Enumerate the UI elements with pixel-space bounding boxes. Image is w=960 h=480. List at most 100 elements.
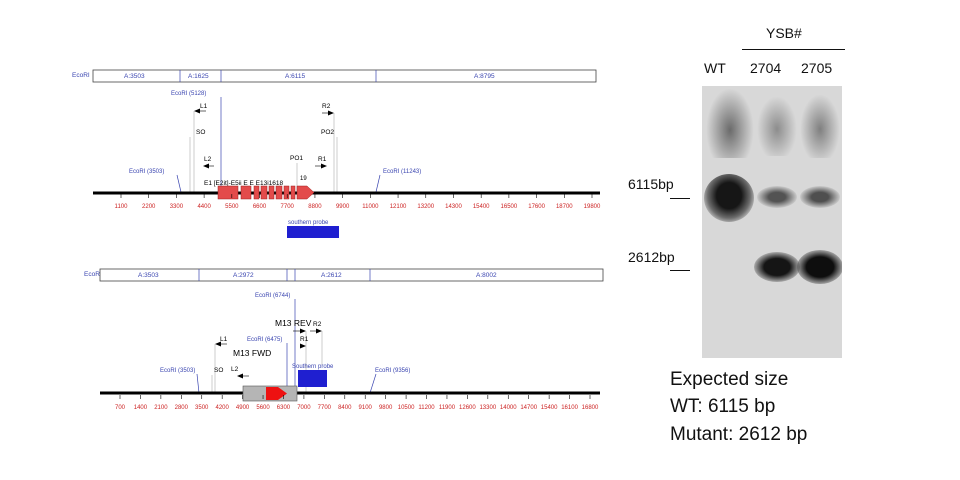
map2-fragment-bar	[99, 268, 604, 282]
map1-ecori-label: EcoRI	[72, 72, 90, 79]
map1-site-11243: EcoRI (11243)	[383, 169, 421, 175]
lane-2705-band-2612	[797, 250, 842, 284]
map2-fragment-4: A:8002	[476, 272, 497, 279]
map1-exon-19: 19	[300, 176, 307, 182]
map2-tick-label: 5600	[256, 405, 270, 411]
wt-lane-smear	[706, 88, 754, 158]
map1-primer-r1: R1	[318, 156, 327, 163]
map1-tick-label: 6600	[253, 204, 267, 210]
map2-red-arrow	[266, 387, 287, 400]
wt-band-6115	[704, 174, 754, 222]
marker-2612-tick	[670, 270, 690, 271]
map2-site-3503: EcoRI (3503)	[160, 368, 195, 374]
map2-tick-label: 7700	[318, 405, 332, 411]
map1-tick-label: 17600	[528, 204, 545, 210]
map1-fragment-2: A:1625	[188, 73, 209, 80]
map1-primer-l1: L1	[200, 103, 208, 110]
map2-tick-label: 1400	[134, 405, 148, 411]
map2-site-9356: EcoRI (9356)	[375, 368, 410, 374]
map2-tick-label: 9800	[379, 405, 393, 411]
map2-tick-label: 14700	[520, 405, 537, 411]
map2-ecori-label: EcoRI	[84, 271, 102, 278]
map1-tick-label: 18700	[556, 204, 573, 210]
map1-site-3503: EcoRI (3503)	[129, 169, 164, 175]
map2-tick-label: 10500	[398, 405, 415, 411]
map2-primer-l1: L1	[220, 336, 228, 343]
map1-tick-label: 11000	[362, 204, 379, 210]
map1-fragment-1: A:3503	[124, 73, 145, 80]
map2-scale: 700 1400 2100 2800 3500 4200 4900 5600 6300 7000 7…	[115, 395, 599, 411]
map2-tick-label: 6300	[277, 405, 291, 411]
map1-primer-so: SO	[196, 129, 205, 136]
map2-primer-r2: R2	[313, 321, 322, 328]
restriction-maps: EcoRI A:3503 A:1625 A:6115 A:8795 EcoRI …	[72, 69, 604, 411]
map2-tick-label: 7000	[297, 405, 311, 411]
map2-primer-r1: R1	[300, 336, 309, 343]
map1-tick-label: 12100	[390, 204, 407, 210]
map1-southern-probe	[287, 226, 339, 238]
map1-tick-label: 14300	[445, 204, 462, 210]
map1-site-5128: EcoRI (5128)	[171, 91, 206, 97]
lane-2705-band-6115	[800, 186, 840, 208]
mutant-locus-map: EcoRI A:3503 A:2972 A:2612 A:8002 EcoRI …	[84, 268, 604, 411]
map2-tick-label: 3500	[195, 405, 209, 411]
lane-2704-smear	[757, 96, 797, 156]
map2-tick-label: 2100	[154, 405, 168, 411]
map2-tick-label: 8400	[338, 405, 352, 411]
wt-locus-map: EcoRI A:3503 A:1625 A:6115 A:8795 EcoRI …	[72, 69, 601, 238]
map2-tick-label: 15400	[541, 405, 558, 411]
map2-fragment-1: A:3503	[138, 272, 159, 279]
map2-tick-label: 4900	[236, 405, 250, 411]
lane-2705-smear	[800, 94, 840, 158]
map1-scale: 1100 2200 3300 4400 5500 6600 7700 8800 9900 1100…	[115, 194, 601, 210]
map1-tick-label: 7700	[281, 204, 295, 210]
marker-6115-tick	[670, 198, 690, 199]
map1-exon-arrow	[296, 185, 315, 200]
map2-site-6744: EcoRI (6744)	[255, 293, 290, 299]
map2-site-6475: EcoRI (6475)	[247, 337, 282, 343]
marker-6115bp: 6115bp	[628, 176, 674, 192]
map1-tick-label: 16500	[501, 204, 518, 210]
map1-tick-label: 8800	[308, 204, 322, 210]
map1-exon-block	[217, 185, 239, 200]
map1-tick-label: 3300	[170, 204, 184, 210]
map1-fragment-4: A:8795	[474, 73, 495, 80]
map1-tick-label: 13200	[417, 204, 434, 210]
map1-tick-label: 4400	[197, 204, 211, 210]
map2-tick-label: 12600	[459, 405, 476, 411]
lane-label-2705: 2705	[801, 60, 833, 76]
map2-tick-label: 13300	[479, 405, 496, 411]
map2-primer-l2: L2	[231, 366, 239, 373]
map1-primer-r2: R2	[322, 103, 331, 110]
map1-probe-label: southern probe	[288, 220, 329, 226]
lane-label-wt: WT	[704, 60, 726, 76]
map2-tick-label: 2800	[175, 405, 189, 411]
map1-fragment-bar	[92, 69, 597, 83]
map1-primer-l2: L2	[204, 156, 212, 163]
expected-size-mutant: Mutant: 2612 bp	[670, 424, 808, 445]
map1-tick-label: 15400	[473, 204, 490, 210]
map1-tick-label: 9900	[336, 204, 350, 210]
map2-fragment-2: A:2972	[233, 272, 254, 279]
map2-tick-label: 700	[115, 405, 126, 411]
marker-2612bp: 2612bp	[628, 249, 675, 265]
map1-tick-label: 5500	[225, 204, 239, 210]
map2-tick-label: 9100	[359, 405, 373, 411]
map2-primer-so: SO	[214, 367, 223, 374]
map2-southern-probe	[298, 370, 327, 387]
map2-fragment-3: A:2612	[321, 272, 342, 279]
map1-primer-po2: PO2	[321, 129, 334, 136]
map2-tick-label: 11900	[439, 405, 456, 411]
southern-blot-gel	[702, 86, 842, 358]
map2-primer-m13-rev: M13 REV	[275, 318, 312, 328]
map2-tick-label: 4200	[215, 405, 229, 411]
map1-tick-label: 2200	[142, 204, 156, 210]
map2-primer-m13-fwd: M13 FWD	[233, 348, 271, 358]
lane-label-2704: 2704	[750, 60, 782, 76]
map1-exon-labels: E1 [E2it]-E5ii E E E13i1618	[204, 180, 284, 187]
map2-tick-label: 11200	[418, 405, 435, 411]
gel-group-label: YSB#	[766, 25, 802, 41]
map1-primer-po1: PO1	[290, 155, 303, 162]
map2-probe-label: Southern probe	[292, 364, 334, 370]
expected-size-title: Expected size	[670, 369, 789, 390]
